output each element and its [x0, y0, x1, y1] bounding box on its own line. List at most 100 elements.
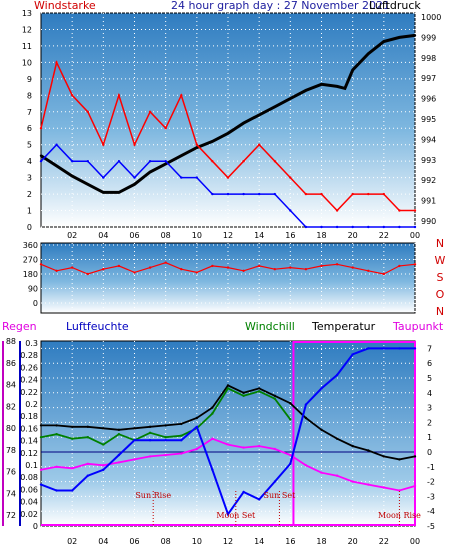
temperature-tick-label: -3 [427, 492, 435, 501]
temperature-grid [41, 341, 417, 527]
wind-speed-tick-label: 12 [22, 25, 32, 34]
data-point [273, 268, 276, 271]
pressure-axis: 990 991 992 993 994 995 996 997 998 999 1000 [421, 13, 441, 226]
data-point [55, 143, 58, 146]
rain-axis: 0 0.02 0.04 0.06 0.08 0.1 0.12 0.14 0.16 0.18 0.2 0… [2, 339, 38, 531]
data-point [320, 471, 323, 474]
wind-speed-tick-label: 10 [22, 58, 32, 67]
data-point [258, 387, 261, 390]
data-point [351, 480, 354, 483]
pressure-tick-label: 992 [421, 176, 436, 185]
rain-tick-label: 0.2 [25, 400, 38, 409]
data-point [242, 121, 245, 125]
pressure-tick-label: 994 [421, 135, 436, 144]
data-point [133, 439, 136, 442]
data-point [133, 143, 136, 146]
data-point [148, 266, 152, 269]
pressure-tick-label: 999 [421, 33, 436, 42]
wind-direction-series [39, 261, 417, 276]
data-point [273, 397, 276, 400]
data-point [320, 387, 323, 390]
data-point [164, 162, 167, 166]
data-point [180, 268, 183, 271]
humidity-tick-label: 72 [6, 511, 16, 520]
data-point [117, 428, 121, 431]
rain-tick-label: 0.12 [20, 449, 38, 458]
astro-label: Sun Rise [135, 491, 171, 500]
x-tick-label: 16 [285, 231, 295, 240]
data-point [117, 461, 121, 464]
data-point [211, 468, 214, 471]
x-tick-label: 22 [379, 537, 389, 546]
data-point [164, 453, 167, 457]
data-point [117, 264, 121, 268]
data-point [258, 264, 261, 268]
direction-tick-label: 0 [33, 299, 38, 308]
rain-tick-label: 0.14 [20, 437, 38, 446]
data-point [133, 176, 136, 179]
data-point [55, 489, 58, 492]
rain-tick-label: 0.16 [20, 424, 38, 433]
data-point [226, 513, 230, 516]
data-point [413, 455, 417, 458]
data-point [320, 264, 323, 268]
x-tick-label: 06 [129, 231, 139, 240]
data-point [164, 424, 167, 427]
data-point [242, 192, 245, 196]
wind-speed-tick-label: 5 [27, 141, 32, 150]
data-point [413, 484, 417, 488]
data-point [226, 132, 230, 135]
data-point [242, 391, 245, 394]
data-point [86, 474, 90, 477]
temperature-tick-label: -5 [427, 522, 435, 531]
temperature-tick-label: 6 [427, 359, 432, 368]
rain-tick-label: 0.22 [20, 388, 38, 397]
data-point [55, 269, 58, 272]
temperature-tick-label: -2 [427, 478, 435, 487]
rain-tick-label: 0 [33, 522, 38, 531]
data-point [211, 264, 214, 268]
data-point [242, 490, 245, 494]
data-point [258, 390, 261, 393]
data-point [320, 225, 323, 229]
direction-tick-label: 360 [23, 241, 38, 250]
data-point [398, 489, 401, 492]
pressure-tick-label: 991 [421, 197, 436, 206]
data-point [117, 160, 121, 163]
data-point [180, 434, 183, 437]
data-point [289, 97, 292, 100]
pressure-tick-label: 997 [421, 74, 436, 83]
x-tick-label: 22 [379, 231, 389, 240]
pressure-tick-label: 995 [421, 115, 436, 124]
data-point [102, 464, 105, 467]
data-point [148, 431, 152, 434]
data-point [133, 183, 136, 186]
x-tick-label: 14 [254, 231, 264, 240]
data-point [195, 416, 198, 420]
data-point [133, 458, 136, 461]
data-point [148, 110, 152, 114]
data-point [180, 94, 183, 97]
data-point [273, 192, 276, 196]
direction-tick-label: 180 [23, 270, 38, 279]
data-point [71, 94, 74, 97]
data-point [398, 264, 401, 268]
wind-speed-tick-label: 1 [27, 207, 32, 216]
rain-tick-label: 0.06 [20, 485, 38, 494]
humidity-tick-label: 84 [6, 381, 16, 390]
data-point [320, 83, 323, 86]
data-point [86, 160, 90, 163]
data-point [55, 424, 58, 427]
data-point [320, 428, 323, 431]
data-point [367, 269, 370, 272]
data-point [226, 443, 230, 446]
rain-tick-label: 0.3 [25, 339, 38, 348]
data-point [351, 353, 354, 356]
wind-speed-tick-label: 9 [27, 75, 32, 84]
x-tick-label: 04 [98, 231, 108, 240]
data-point [273, 105, 276, 109]
wind-speed-tick-label: 3 [27, 174, 32, 183]
data-point [211, 412, 214, 415]
rain-tick-label: 0.1 [25, 461, 38, 470]
data-point [117, 453, 121, 457]
